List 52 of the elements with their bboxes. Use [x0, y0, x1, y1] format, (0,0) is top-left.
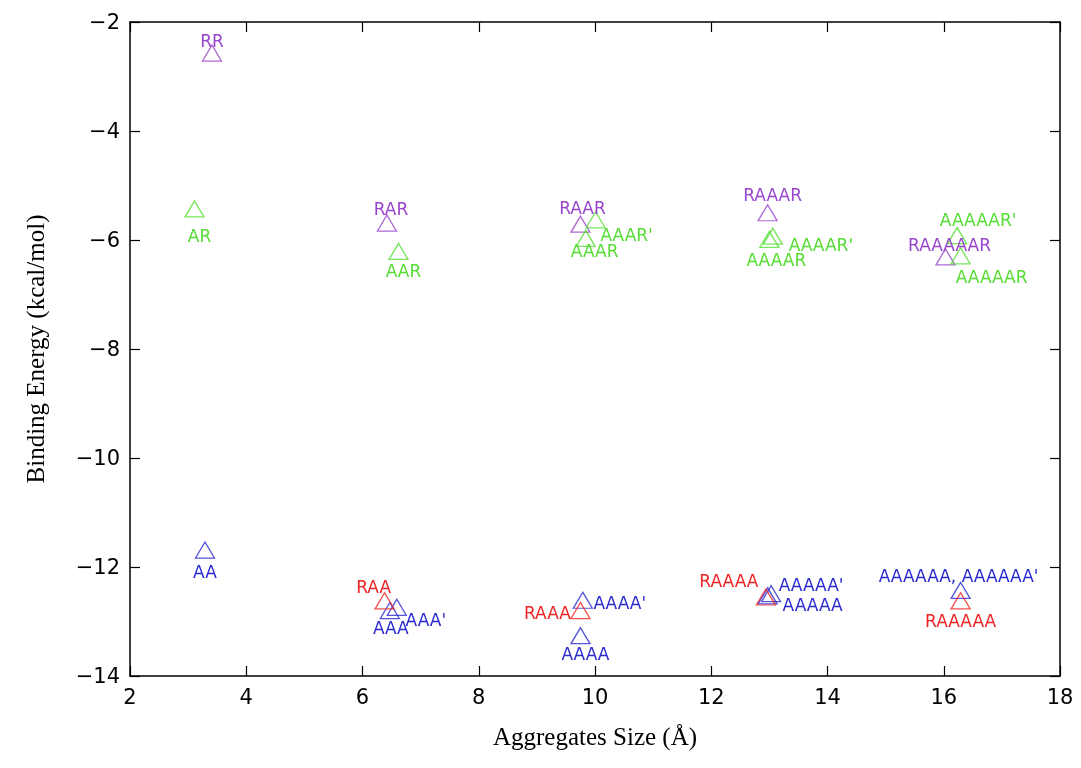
annotation: AAR [385, 261, 422, 282]
x-tick-label: 18 [1046, 684, 1074, 709]
x-tick-label: 4 [239, 684, 253, 709]
annotation: RAAAAAR [908, 234, 992, 255]
x-tick-label: 14 [814, 684, 841, 709]
x-tick-label: 6 [355, 684, 370, 709]
point [759, 230, 780, 249]
x-tick-label: 8 [472, 684, 486, 709]
annotation: RAR [373, 199, 409, 220]
point [570, 601, 591, 620]
point [757, 204, 778, 222]
y-tick-label: −10 [75, 446, 120, 470]
annotation: AA [193, 562, 218, 583]
point [376, 214, 398, 232]
annotation: AAAAAR [955, 266, 1028, 287]
point [386, 598, 407, 616]
y-tick-label: −2 [89, 10, 120, 34]
annotation: AAAA [561, 643, 610, 664]
point [572, 591, 593, 609]
point [570, 215, 591, 233]
annotation: AAAA' [593, 593, 647, 614]
annotation: RAAAA [699, 570, 759, 591]
y-tick-label: −12 [75, 555, 120, 579]
point [388, 242, 409, 261]
point [570, 627, 591, 645]
annotation: RAAAR [743, 184, 803, 205]
annotation: AAAAA' [778, 574, 844, 595]
x-tick-label: 2 [123, 684, 137, 709]
x-axis-title: Aggregates Size (Å) [492, 723, 698, 751]
annotation: AAAAAA, AAAAAA' [878, 566, 1039, 587]
annotation: RAA [356, 576, 392, 597]
annotation: AR [187, 225, 212, 246]
point [950, 592, 971, 610]
y-tick-label: −6 [89, 228, 120, 252]
annotation: RAAAAA [925, 610, 997, 631]
annotation: RR [200, 31, 224, 52]
y-tick-label: −14 [75, 664, 120, 688]
annotation: AAAAAR' [939, 209, 1017, 230]
y-tick-label: −4 [89, 119, 120, 143]
x-tick-label: 10 [581, 684, 609, 709]
point [762, 227, 784, 245]
annotation: AAAAA [782, 594, 844, 615]
y-tick-label: −8 [89, 337, 120, 361]
y-axis-title: Binding Energy (kcal/mol) [22, 214, 50, 484]
annotation: RAAA [523, 602, 572, 623]
x-tick-label: 12 [697, 684, 725, 709]
point [374, 592, 395, 610]
point [194, 541, 216, 559]
x-tick-label: 16 [930, 684, 958, 709]
annotation: RAAR [559, 198, 606, 219]
point [184, 200, 205, 218]
point [379, 601, 400, 620]
